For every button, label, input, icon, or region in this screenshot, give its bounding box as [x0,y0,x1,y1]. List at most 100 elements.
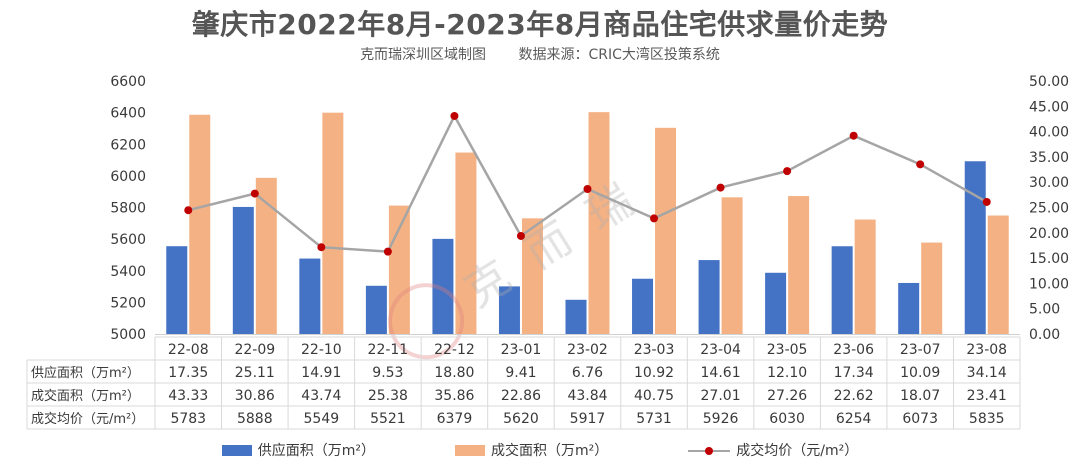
marker-price [317,243,326,252]
y-right-tick-label: 10.00 [1029,276,1069,292]
x-tick-label: 23-01 [501,342,542,358]
bar-supply [964,161,986,334]
y-left-tick-label: 6200 [110,137,146,153]
bar-supply [831,246,853,334]
y-left-tick-label: 5600 [110,232,146,248]
table-row-label: 供应面积（万m²） [31,365,140,381]
bar-supply [898,282,920,334]
legend-label-price: 成交均价（元/m²） [736,443,859,459]
table-cell: 5521 [370,411,406,427]
marker-price [383,247,392,256]
y-right-tick-label: 40.00 [1029,125,1069,141]
table-cell: 5731 [636,411,672,427]
marker-price [982,197,991,206]
table-cell: 6030 [769,411,805,427]
table-cell: 9.53 [372,365,403,381]
x-tick-label: 23-05 [767,342,808,358]
table-cell: 43.33 [168,388,208,404]
bar-deal [322,112,344,334]
table-cell: 10.09 [900,365,940,381]
table-cell: 12.10 [767,365,807,381]
chart-area: 5000 5200 5400 5600 5800 6000 6200 6400 6600 0.00… [26,74,1069,430]
x-tick-label: 22-11 [368,342,409,358]
table-cell: 6379 [437,411,473,427]
legend-swatch-deal [455,444,486,456]
marker-price [783,167,792,176]
legend: 供应面积（万m²） 成交面积（万m²） 成交均价（元/m²） [0,440,1080,460]
bar-deal [189,114,211,334]
y-left-tick-label: 6400 [110,106,146,122]
table-cell: 17.34 [834,365,874,381]
legend-swatch-price [688,445,731,456]
bar-supply [232,206,254,334]
legend-item-supply: 供应面积（万m²） [221,440,376,460]
table-cell: 43.74 [301,388,341,404]
table-cell: 40.75 [634,388,674,404]
y-right-tick-label: 15.00 [1029,251,1069,267]
table-cell: 27.01 [701,388,741,404]
legend-label-deal: 成交面积（万m²） [491,443,609,459]
bar-supply [166,246,188,334]
x-tick-label: 23-03 [634,342,675,358]
y-right-tick-label: 45.00 [1029,99,1069,115]
bar-supply [698,260,720,334]
bar-deal [588,112,610,334]
table-cell: 5620 [503,411,539,427]
chart-title: 肇庆市2022年8月-2023年8月商品住宅供求量价走势 [191,8,889,41]
table-cell: 5917 [570,411,606,427]
x-tick-label: 23-08 [966,342,1007,358]
legend-label-supply: 供应面积（万m²） [257,443,376,459]
table-cell: 22.62 [834,388,874,404]
table-cell: 43.84 [567,388,607,404]
subtitle-credit: 克而瑞深圳区域制图 [360,47,487,63]
y-left-tick-label: 5000 [110,327,146,343]
x-tick-label: 22-08 [168,342,209,358]
table-cell: 5926 [703,411,739,427]
marker-price [583,184,592,193]
table-cell: 22.86 [501,388,541,404]
table-cell: 23.41 [967,388,1007,404]
bar-supply [299,258,321,334]
y-right-tick-label: 30.00 [1029,175,1069,191]
y-left-tick-label: 6000 [110,169,146,185]
y-right-tick-label: 35.00 [1029,150,1069,166]
legend-item-deal: 成交面积（万m²） [455,440,608,460]
table-cell: 5783 [170,411,206,427]
legend-swatch-supply [221,444,252,456]
x-tick-label: 22-12 [434,342,475,358]
legend-item-price: 成交均价（元/m²） [688,440,858,460]
table-cell: 6254 [836,411,872,427]
x-tick-label: 22-09 [234,342,275,358]
subtitle-source: 数据来源：CRIC大湾区投策系统 [518,47,720,63]
y-left-tick-label: 6600 [110,74,146,90]
bar-deal [455,152,477,334]
y-right-tick-label: 0.00 [1029,327,1060,343]
y-left-tick-label: 5400 [110,264,146,280]
marker-price [716,183,725,192]
x-tick-label: 23-07 [900,342,941,358]
table-cell: 18.80 [434,365,474,381]
bar-supply [498,286,520,334]
x-tick-label: 23-06 [833,342,874,358]
watermark-seal [388,283,465,360]
table-cell: 17.35 [168,365,208,381]
bar-supply [365,285,387,334]
bar-deal [655,127,677,335]
x-tick-label: 22-10 [301,342,342,358]
x-tick-label: 23-04 [700,342,741,358]
marker-price [516,231,525,240]
table-cell: 6073 [902,411,938,427]
table-cell: 25.11 [235,365,275,381]
bar-supply [432,238,454,334]
table-cell: 9.41 [505,365,536,381]
y-right-tick-label: 20.00 [1029,226,1069,242]
y-left-tick-label: 5200 [110,295,146,311]
table-cell: 30.86 [235,388,275,404]
y-right-tick-label: 5.00 [1029,302,1060,318]
table-row-label: 成交面积（万m²） [31,388,140,404]
y-right-tick-label: 50.00 [1029,74,1069,90]
table-cell: 5549 [304,411,340,427]
marker-price [184,206,193,215]
bar-deal [255,177,277,334]
chart-subtitle: 克而瑞深圳区域制图 数据来源：CRIC大湾区投策系统 [0,44,1080,64]
